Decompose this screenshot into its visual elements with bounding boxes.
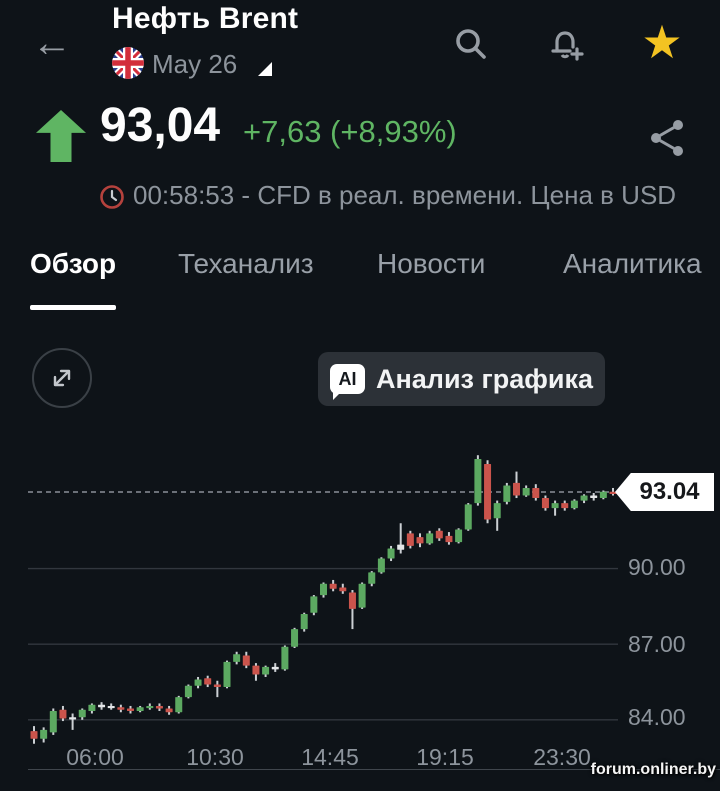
expand-arrows-icon bbox=[53, 369, 71, 387]
ai-button-label: Анализ графика bbox=[375, 363, 593, 394]
x-axis-label: 19:15 bbox=[416, 744, 474, 770]
search-button[interactable] bbox=[446, 20, 496, 70]
price-change: +7,63 (+8,93%) bbox=[243, 114, 457, 149]
x-axis-label: 14:45 bbox=[301, 744, 359, 770]
back-button[interactable]: ← bbox=[26, 18, 78, 70]
fullscreen-button[interactable] bbox=[32, 348, 92, 408]
date-label: May 26 bbox=[152, 49, 238, 79]
uk-flag-icon bbox=[112, 47, 144, 79]
candlestick-chart[interactable] bbox=[0, 430, 720, 780]
star-filled-icon: ★ bbox=[641, 16, 683, 68]
caret-down-icon bbox=[258, 62, 272, 76]
ai-badge-icon: AI bbox=[329, 364, 365, 400]
current-price-tag-value: 93.04 bbox=[639, 478, 700, 505]
date-selector[interactable]: May 26 bbox=[152, 49, 237, 80]
back-arrow-icon: ← bbox=[32, 21, 72, 65]
x-axis-label: 06:00 bbox=[66, 744, 124, 770]
x-axis-label: 23:30 bbox=[533, 744, 591, 770]
page-title: Нефть Brent bbox=[112, 2, 299, 35]
tab-news[interactable]: Новости bbox=[377, 248, 486, 279]
y-axis-label: 84.00 bbox=[628, 704, 686, 730]
y-axis-label: 90.00 bbox=[628, 554, 686, 580]
favorite-button[interactable]: ★ bbox=[636, 14, 688, 70]
tab-technical[interactable]: Теханализ bbox=[178, 248, 314, 279]
clock-icon bbox=[99, 184, 125, 210]
ai-chart-analysis-button[interactable]: AI Анализ графика bbox=[318, 352, 605, 406]
alerts-button[interactable] bbox=[540, 20, 590, 70]
last-price: 93,04 bbox=[100, 99, 221, 152]
bell-plus-icon bbox=[551, 31, 584, 61]
x-axis-label: 10:30 bbox=[186, 744, 244, 770]
current-price-tag: 93.04 bbox=[615, 473, 714, 511]
tab-analytics[interactable]: Аналитика bbox=[563, 248, 702, 279]
active-tab-underline bbox=[30, 305, 116, 310]
share-icon bbox=[651, 120, 683, 156]
x-axis-line bbox=[28, 769, 720, 770]
watermark: forum.onliner.by bbox=[590, 761, 716, 778]
realtime-info: 00:58:53 - CFD в реал. времени. Цена в U… bbox=[133, 180, 677, 210]
search-icon bbox=[456, 29, 486, 59]
price-up-arrow-icon bbox=[36, 110, 86, 162]
tab-overview[interactable]: Обзор bbox=[30, 248, 117, 279]
y-axis-label: 87.00 bbox=[628, 631, 686, 657]
share-button[interactable] bbox=[642, 112, 694, 164]
